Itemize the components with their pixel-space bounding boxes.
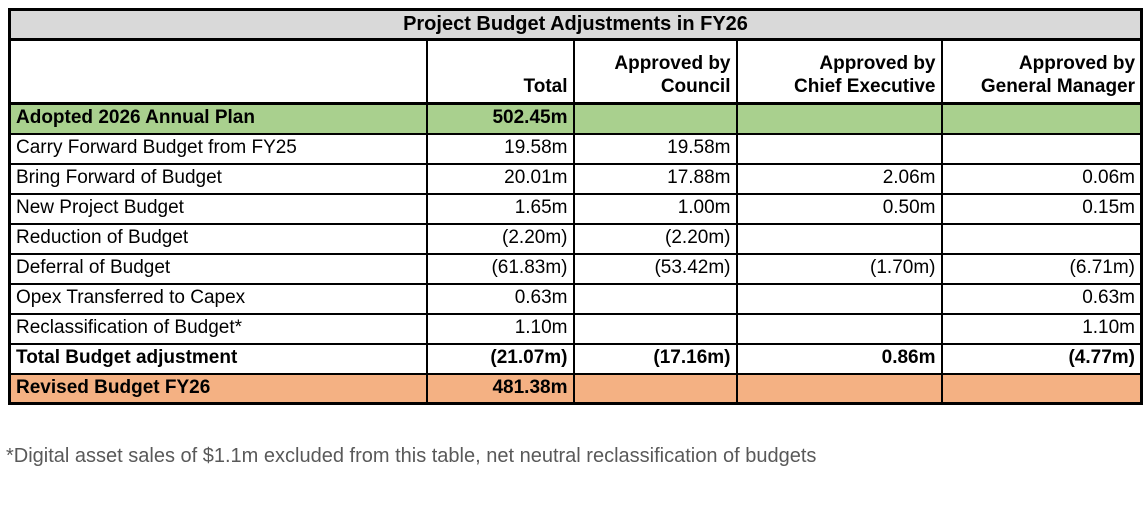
table-head: Project Budget Adjustments in FY26 Total… — [8, 8, 1143, 105]
row-label: Reclassification of Budget* — [8, 312, 428, 345]
cell-approved-by-general-manager: (4.77m) — [940, 342, 1143, 375]
cell-total: (21.07m) — [425, 342, 575, 375]
column-header-approved-by-council: Approved by Council — [572, 38, 738, 105]
cell-total: 502.45m — [425, 102, 575, 135]
column-header-total: Total — [425, 38, 575, 105]
cell-approved-by-general-manager: 0.06m — [940, 162, 1143, 195]
table-row: Reduction of Budget (2.20m) (2.20m) — [8, 222, 1143, 255]
cell-approved-by-general-manager: 0.63m — [940, 282, 1143, 315]
table-title: Project Budget Adjustments in FY26 — [8, 8, 1143, 41]
row-label: Total Budget adjustment — [8, 342, 428, 375]
cell-total: 481.38m — [425, 372, 575, 405]
title-row: Project Budget Adjustments in FY26 — [8, 8, 1143, 41]
cell-approved-by-general-manager: 1.10m — [940, 312, 1143, 345]
cell-approved-by-chief-executive — [735, 282, 943, 315]
header-row: Total Approved by Council Approved by Chie… — [8, 38, 1143, 105]
cell-approved-by-chief-executive: 0.50m — [735, 192, 943, 225]
table-row: Reclassification of Budget* 1.10m 1.10m — [8, 312, 1143, 345]
table-row: Bring Forward of Budget 20.01m 17.88m 2.06m… — [8, 162, 1143, 195]
cell-approved-by-council — [572, 372, 738, 405]
cell-approved-by-chief-executive — [735, 102, 943, 135]
cell-approved-by-chief-executive: 0.86m — [735, 342, 943, 375]
budget-table: Project Budget Adjustments in FY26 Total… — [8, 8, 1144, 405]
column-header-approved-by-general-manager: Approved by General Manager — [940, 38, 1143, 105]
column-header-item — [8, 38, 428, 105]
cell-approved-by-council: 1.00m — [572, 192, 738, 225]
cell-approved-by-chief-executive — [735, 372, 943, 405]
row-label: Deferral of Budget — [8, 252, 428, 285]
row-label: New Project Budget — [8, 192, 428, 225]
row-label: Adopted 2026 Annual Plan — [8, 102, 428, 135]
cell-total: 19.58m — [425, 132, 575, 165]
cell-approved-by-general-manager — [940, 102, 1143, 135]
cell-approved-by-general-manager: (6.71m) — [940, 252, 1143, 285]
table-row: Carry Forward Budget from FY25 19.58m 19.5… — [8, 132, 1143, 165]
cell-total: 1.65m — [425, 192, 575, 225]
row-label: Reduction of Budget — [8, 222, 428, 255]
cell-approved-by-council — [572, 102, 738, 135]
row-label: Carry Forward Budget from FY25 — [8, 132, 428, 165]
cell-approved-by-council: (2.20m) — [572, 222, 738, 255]
cell-approved-by-chief-executive: 2.06m — [735, 162, 943, 195]
column-header-approved-by-chief-executive: Approved by Chief Executive — [735, 38, 943, 105]
table-row: Total Budget adjustment (21.07m) (17.16m) 0… — [8, 342, 1143, 375]
cell-approved-by-chief-executive: (1.70m) — [735, 252, 943, 285]
cell-approved-by-chief-executive — [735, 222, 943, 255]
row-label: Revised Budget FY26 — [8, 372, 428, 405]
cell-approved-by-council — [572, 312, 738, 345]
cell-approved-by-general-manager — [940, 132, 1143, 165]
row-label: Bring Forward of Budget — [8, 162, 428, 195]
table-row: Deferral of Budget (61.83m) (53.42m) (1.70m… — [8, 252, 1143, 285]
cell-approved-by-council — [572, 282, 738, 315]
cell-total: (61.83m) — [425, 252, 575, 285]
cell-approved-by-chief-executive — [735, 132, 943, 165]
cell-total: 20.01m — [425, 162, 575, 195]
cell-total: (2.20m) — [425, 222, 575, 255]
row-label: Opex Transferred to Capex — [8, 282, 428, 315]
cell-approved-by-council: (17.16m) — [572, 342, 738, 375]
cell-approved-by-council: (53.42m) — [572, 252, 738, 285]
table-row: Adopted 2026 Annual Plan 502.45m — [8, 102, 1143, 135]
table-body: Adopted 2026 Annual Plan 502.45m Carry For… — [8, 102, 1143, 405]
footnote: *Digital asset sales of $1.1m excluded f… — [6, 445, 817, 467]
table-row: Opex Transferred to Capex 0.63m 0.63m — [8, 282, 1143, 315]
table-row: New Project Budget 1.65m 1.00m 0.50m 0.15m — [8, 192, 1143, 225]
table-row: Revised Budget FY26 481.38m — [8, 372, 1143, 405]
cell-approved-by-council: 17.88m — [572, 162, 738, 195]
cell-approved-by-general-manager: 0.15m — [940, 192, 1143, 225]
cell-approved-by-general-manager — [940, 222, 1143, 255]
cell-approved-by-general-manager — [940, 372, 1143, 405]
cell-approved-by-council: 19.58m — [572, 132, 738, 165]
cell-approved-by-chief-executive — [735, 312, 943, 345]
cell-total: 1.10m — [425, 312, 575, 345]
cell-total: 0.63m — [425, 282, 575, 315]
